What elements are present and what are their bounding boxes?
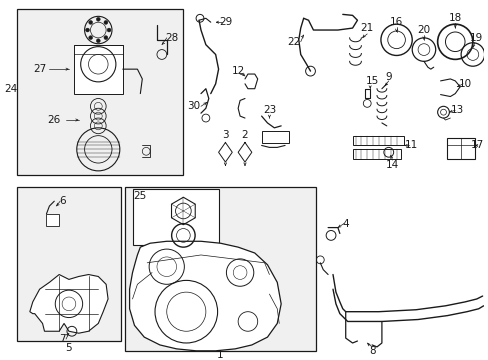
Circle shape <box>104 36 108 40</box>
Circle shape <box>88 21 92 24</box>
Bar <box>124 186 316 351</box>
Text: 8: 8 <box>368 346 375 356</box>
Text: 23: 23 <box>262 105 276 115</box>
Text: 28: 28 <box>164 33 178 43</box>
Bar <box>17 9 183 175</box>
Text: 3: 3 <box>222 130 228 140</box>
Text: 24: 24 <box>4 84 18 94</box>
Circle shape <box>107 28 111 32</box>
Text: 21: 21 <box>360 23 373 33</box>
Text: 2: 2 <box>241 130 248 140</box>
Text: 26: 26 <box>47 115 61 125</box>
Text: 18: 18 <box>447 13 461 23</box>
Text: 11: 11 <box>404 140 417 150</box>
Text: 9: 9 <box>385 72 391 82</box>
Bar <box>447 138 474 159</box>
Text: 17: 17 <box>470 140 484 150</box>
Text: 13: 13 <box>449 105 463 115</box>
Polygon shape <box>129 241 281 351</box>
Text: 5: 5 <box>65 343 72 353</box>
Text: 16: 16 <box>389 17 403 27</box>
Text: 1: 1 <box>217 350 224 360</box>
Circle shape <box>88 36 92 40</box>
Text: 14: 14 <box>385 160 399 170</box>
Circle shape <box>96 17 100 21</box>
Bar <box>261 131 288 143</box>
Bar <box>74 45 122 94</box>
Text: 12: 12 <box>231 66 244 76</box>
Circle shape <box>104 21 108 24</box>
Text: 15: 15 <box>365 76 378 86</box>
Bar <box>46 214 59 226</box>
Polygon shape <box>30 275 108 333</box>
Bar <box>352 149 401 159</box>
Text: 29: 29 <box>218 17 232 27</box>
Text: 20: 20 <box>417 25 429 35</box>
Bar <box>352 136 404 145</box>
Text: 6: 6 <box>59 196 65 206</box>
Circle shape <box>85 28 89 32</box>
Bar <box>132 189 218 245</box>
Text: 7: 7 <box>59 334 65 344</box>
Text: 25: 25 <box>133 191 147 201</box>
Circle shape <box>96 39 100 43</box>
Text: 30: 30 <box>187 101 200 111</box>
Text: 27: 27 <box>33 64 46 74</box>
Polygon shape <box>171 197 195 225</box>
Text: 4: 4 <box>342 219 348 229</box>
Text: 19: 19 <box>469 33 483 43</box>
Text: 22: 22 <box>286 37 300 47</box>
Bar <box>17 186 121 341</box>
Text: 10: 10 <box>458 79 470 89</box>
